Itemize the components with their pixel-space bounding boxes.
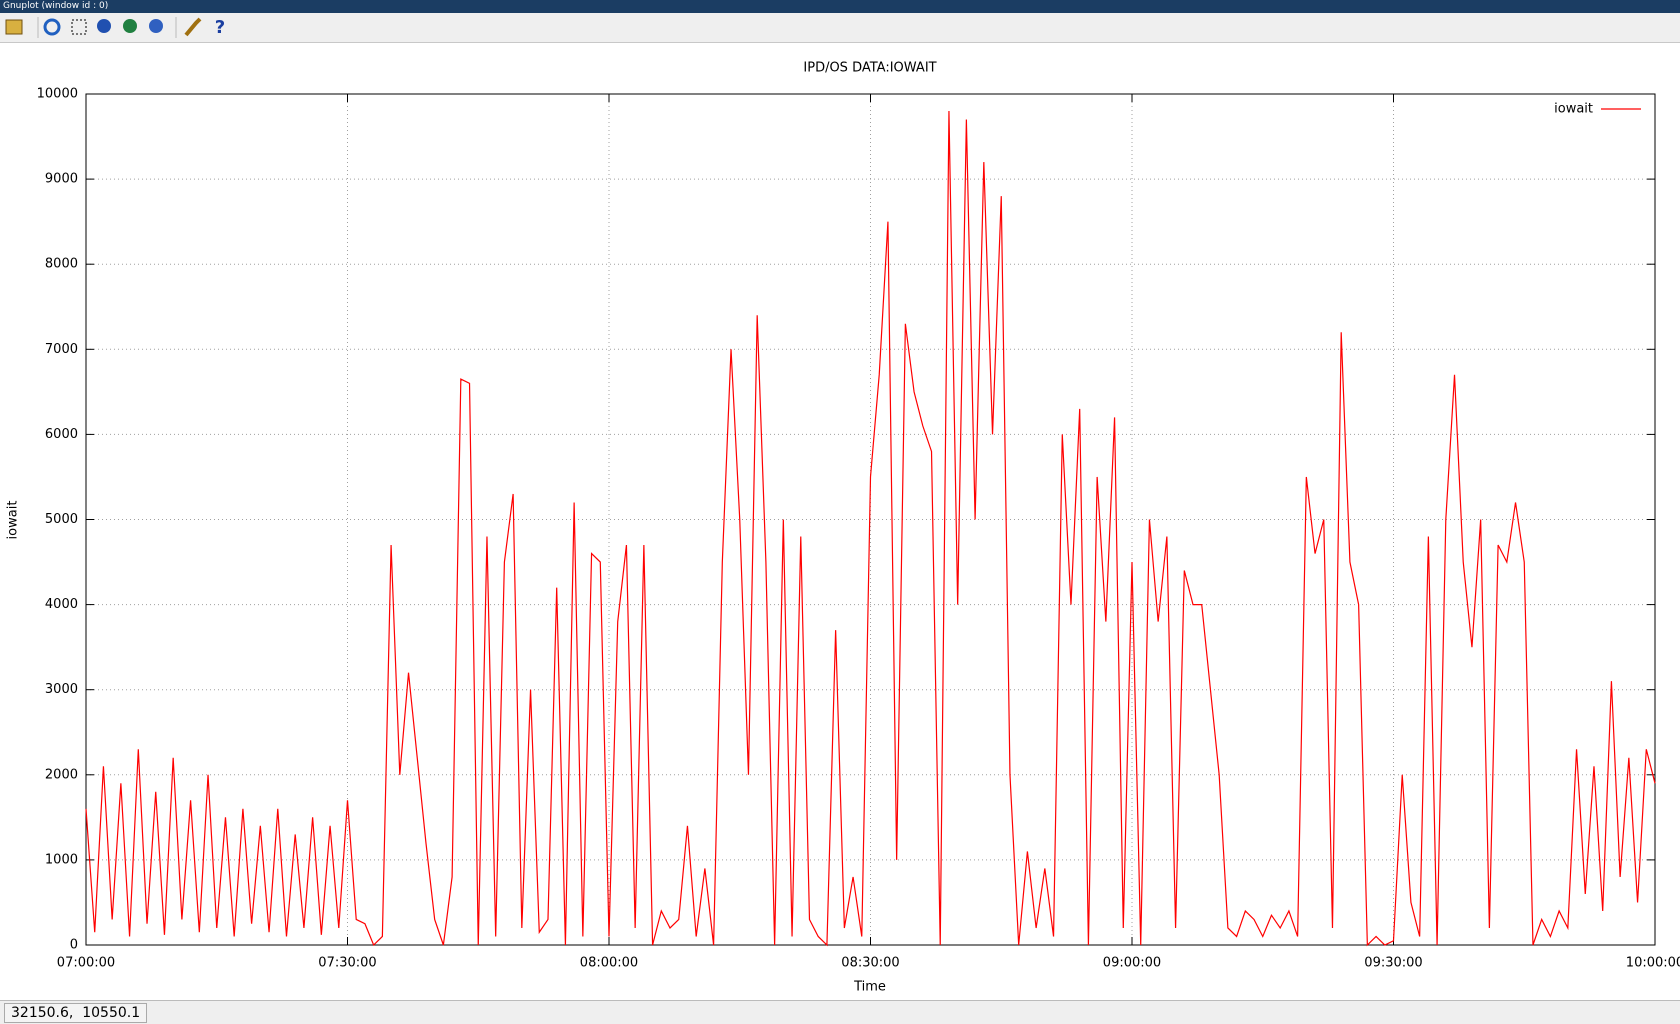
y-tick-label: 5000 [45, 512, 78, 527]
x-tick-label: 09:30:00 [1364, 956, 1422, 971]
x-tick-label: 07:00:00 [57, 956, 115, 971]
mouse-coordinates: 32150.6, 10550.1 [4, 1003, 148, 1023]
config-button[interactable] [184, 17, 202, 37]
replot-button[interactable] [43, 18, 61, 36]
toolbar-icons: ? [5, 17, 225, 38]
x-tick-label: 07:30:00 [318, 956, 376, 971]
chart-title: IPD/OS DATA:IOWAIT [803, 61, 936, 76]
plot-border [85, 93, 1656, 946]
help-button[interactable]: ? [215, 17, 225, 38]
status-bar: 32150.6, 10550.1 [0, 1000, 1680, 1024]
y-tick-label: 0 [70, 938, 78, 953]
zoom-prev-button[interactable] [97, 19, 111, 33]
y-tick-label: 2000 [45, 767, 78, 782]
y-tick-label: 3000 [45, 682, 78, 697]
x-tick-label: 08:30:00 [841, 956, 899, 971]
y-axis-label: iowait [6, 501, 21, 540]
chart: IPD/OS DATA:IOWAIT Time iowait 0 1000 2000… [6, 61, 1680, 995]
y-tick-label: 4000 [45, 597, 78, 612]
x-tick-label: 08:00:00 [580, 956, 638, 971]
x-axis-label: Time [853, 980, 886, 995]
x-tick-label: 09:00:00 [1103, 956, 1161, 971]
data-line [85, 111, 1656, 947]
title-bar: Gnuplot (window id : 0) [0, 0, 1680, 13]
y-tick-label: 1000 [45, 852, 78, 867]
grid-button[interactable] [71, 19, 87, 35]
toolbar: ? [0, 13, 1680, 43]
zoom-next-button[interactable] [123, 19, 137, 33]
y-tick-label: 7000 [45, 342, 78, 357]
y-tick-label: 9000 [45, 172, 78, 187]
autoscale-button[interactable] [149, 19, 163, 33]
y-tick-label: 8000 [45, 257, 78, 272]
y-tick-label: 10000 [37, 87, 78, 102]
legend-label: iowait [1554, 102, 1593, 117]
copy-button[interactable] [5, 19, 23, 35]
y-tick-label: 6000 [45, 427, 78, 442]
x-tick-label: 10:00:00 [1626, 956, 1680, 971]
window-title: Gnuplot (window id : 0) [3, 1, 109, 11]
